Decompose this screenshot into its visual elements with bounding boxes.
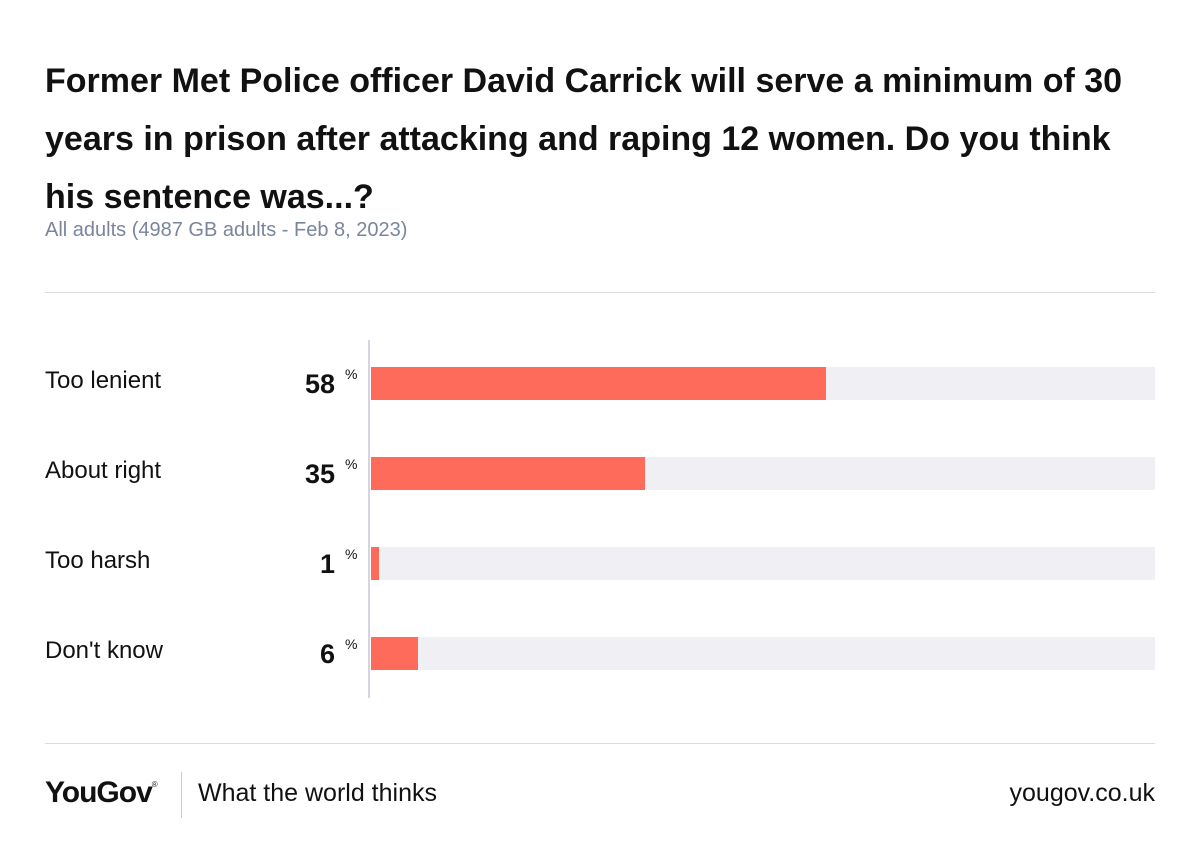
- chart-subtitle: All adults (4987 GB adults - Feb 8, 2023…: [45, 219, 408, 241]
- bottom-divider: [45, 743, 1155, 744]
- bar-track: [371, 457, 1155, 490]
- percent-unit: %: [345, 546, 358, 562]
- category-label: Don't know: [45, 637, 163, 664]
- bar-track: [371, 367, 1155, 400]
- bar: [371, 547, 379, 580]
- data-label: 1: [319, 549, 335, 579]
- percent-unit: %: [345, 456, 358, 472]
- bar: [371, 367, 826, 400]
- percent-unit: %: [345, 366, 358, 382]
- category-label: About right: [45, 457, 162, 484]
- bar: [371, 637, 419, 670]
- data-label: 35: [304, 459, 335, 489]
- chart-title: Former Met Police officer David Carrick …: [45, 62, 1123, 216]
- footer-separator: [181, 772, 182, 818]
- data-label: 58: [304, 369, 335, 399]
- top-divider: [45, 292, 1155, 293]
- percent-unit: %: [345, 636, 358, 652]
- axis-line: [368, 340, 370, 698]
- bar-track: [371, 637, 1155, 670]
- bar-track: [371, 547, 1155, 580]
- bar: [371, 457, 646, 490]
- footer-url[interactable]: yougov.co.uk: [1009, 779, 1155, 807]
- category-label: Too lenient: [45, 367, 162, 394]
- yougov-logo: YouGov®: [45, 776, 158, 809]
- footer-tagline: What the world thinks: [198, 779, 437, 807]
- data-label: 6: [319, 639, 335, 669]
- category-label: Too harsh: [45, 547, 151, 574]
